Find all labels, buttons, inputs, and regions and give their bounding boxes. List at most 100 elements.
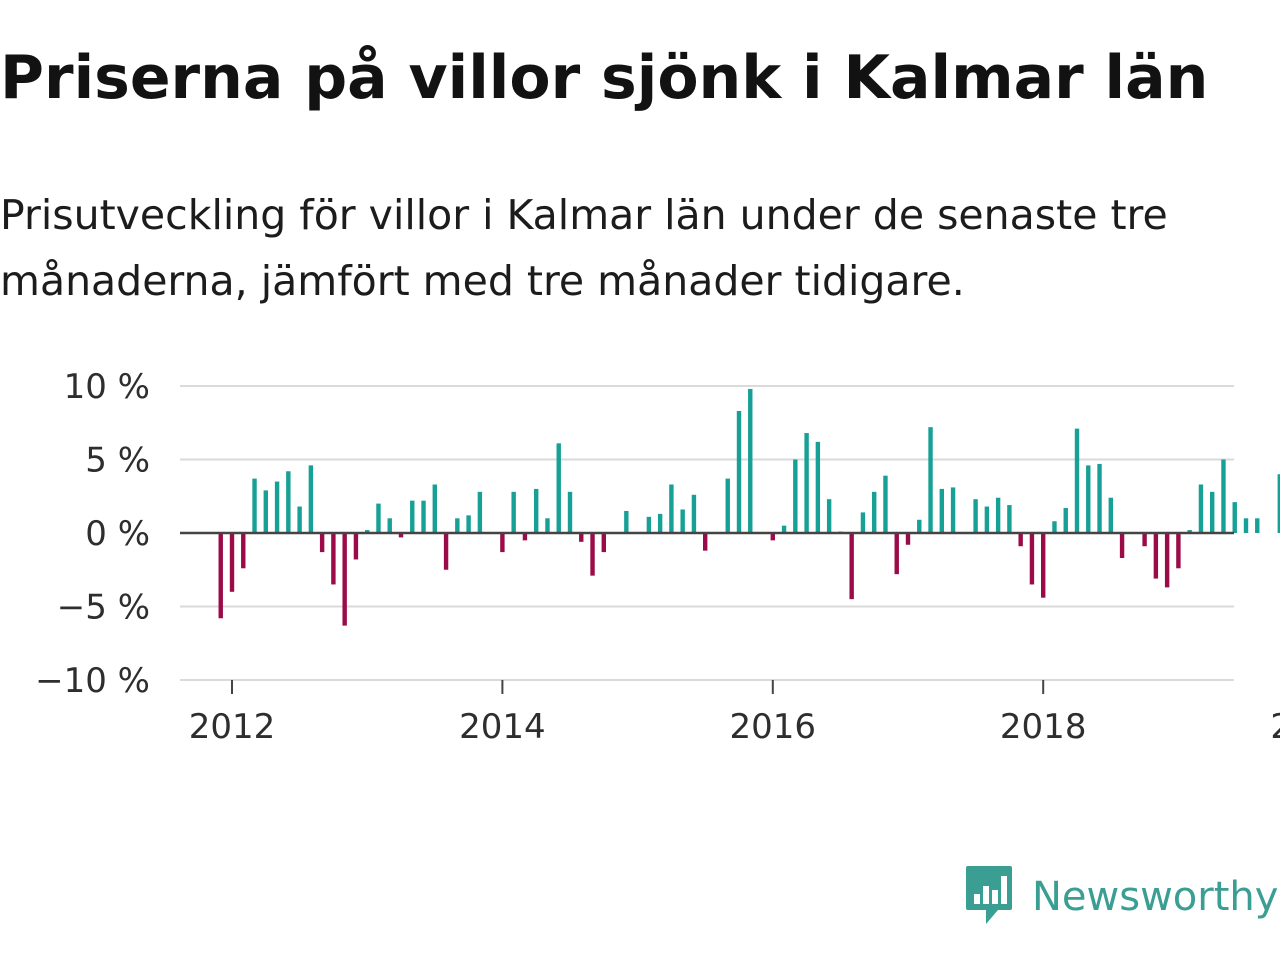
bar xyxy=(308,465,314,533)
bar xyxy=(781,525,787,533)
bar xyxy=(894,533,899,575)
bar xyxy=(353,533,359,560)
bar xyxy=(770,533,775,541)
bar xyxy=(387,518,392,533)
bar xyxy=(984,506,990,533)
bar xyxy=(252,478,257,533)
bar xyxy=(995,497,1001,533)
bar xyxy=(365,530,370,533)
bar xyxy=(432,484,437,533)
bar xyxy=(511,491,516,533)
bar xyxy=(680,509,685,533)
y-axis-ticks: 10 % 5 % 0 % −5 % −10 % xyxy=(35,367,150,701)
bar xyxy=(736,410,742,533)
bar xyxy=(883,475,888,533)
bar xyxy=(297,506,302,533)
bar xyxy=(500,533,505,553)
bar xyxy=(905,533,911,545)
y-tick-label: 5 % xyxy=(85,441,150,481)
x-axis-ticks: 20122014201620182020202220242026 xyxy=(189,680,1280,747)
bar xyxy=(1074,428,1080,533)
bar xyxy=(624,510,629,533)
bar xyxy=(973,499,978,533)
bar xyxy=(748,388,753,533)
bar xyxy=(534,488,539,533)
bar xyxy=(376,503,381,533)
bar xyxy=(590,533,595,576)
bar xyxy=(669,484,674,533)
bar xyxy=(1210,491,1215,533)
bar xyxy=(579,533,584,542)
bar xyxy=(826,499,832,533)
bar xyxy=(1142,533,1147,547)
newsworthy-logo-icon xyxy=(964,864,1014,931)
bar xyxy=(1108,497,1113,533)
grid-lines xyxy=(180,385,1234,681)
bar xyxy=(218,533,223,619)
bar xyxy=(939,488,944,533)
bar xyxy=(1018,533,1023,547)
bar xyxy=(646,516,652,533)
x-tick-label: 2020 xyxy=(1270,707,1280,747)
bar xyxy=(1007,505,1012,533)
bar xyxy=(1041,533,1046,598)
bar xyxy=(274,481,280,533)
bar xyxy=(1221,459,1226,533)
bar xyxy=(804,433,809,533)
bar xyxy=(545,518,550,533)
bar xyxy=(1097,463,1102,533)
chart-subtitle: Prisutveckling för villor i Kalmar län u… xyxy=(0,191,1168,305)
bar xyxy=(1176,533,1181,569)
bar xyxy=(849,533,854,600)
bar xyxy=(241,533,246,569)
bar xyxy=(398,533,404,538)
bar xyxy=(703,533,708,551)
bar xyxy=(657,513,663,533)
bar xyxy=(229,533,235,592)
bar xyxy=(263,490,268,533)
bar xyxy=(691,494,697,533)
bar xyxy=(1187,530,1192,533)
bar xyxy=(1232,502,1237,533)
bar xyxy=(477,491,483,533)
bar xyxy=(928,427,933,533)
x-tick-label: 2016 xyxy=(730,707,817,747)
bar xyxy=(410,500,415,533)
bar xyxy=(1086,465,1091,533)
bar xyxy=(1198,484,1204,533)
bar xyxy=(1119,533,1125,558)
bar xyxy=(860,512,866,533)
bar xyxy=(522,533,528,541)
bar xyxy=(872,491,877,533)
bar xyxy=(319,533,325,553)
bar xyxy=(793,459,798,533)
chart-title: Priserna på villor sjönk i Kalmar län xyxy=(0,43,1209,113)
bar xyxy=(815,441,821,533)
bar xyxy=(556,443,561,533)
x-tick-label: 2018 xyxy=(1000,707,1087,747)
bar xyxy=(1063,508,1068,533)
bar-series xyxy=(218,388,1280,626)
brand-name: Newsworthy xyxy=(1032,874,1279,920)
bar xyxy=(1029,533,1035,585)
bar xyxy=(455,518,460,533)
y-tick-label: 0 % xyxy=(85,514,150,554)
x-tick-label: 2014 xyxy=(459,707,546,747)
bar xyxy=(950,487,956,533)
bar xyxy=(421,500,426,533)
bar xyxy=(1052,521,1057,533)
bar xyxy=(567,491,573,533)
brand: Newsworthy xyxy=(964,862,1278,932)
bar-chart: 10 % 5 % 0 % −5 % −10 % 2012 2014 2016 2018 2020… xyxy=(35,367,1280,747)
bar xyxy=(286,471,291,533)
y-tick-label: −10 % xyxy=(35,661,150,701)
bar xyxy=(443,533,449,570)
y-tick-label: −5 % xyxy=(57,588,150,628)
bar xyxy=(331,533,336,585)
bar xyxy=(725,478,730,533)
bar xyxy=(1153,533,1159,579)
bar xyxy=(466,515,471,533)
bar xyxy=(1164,533,1170,588)
bar xyxy=(1255,518,1260,533)
bar xyxy=(1277,474,1280,533)
